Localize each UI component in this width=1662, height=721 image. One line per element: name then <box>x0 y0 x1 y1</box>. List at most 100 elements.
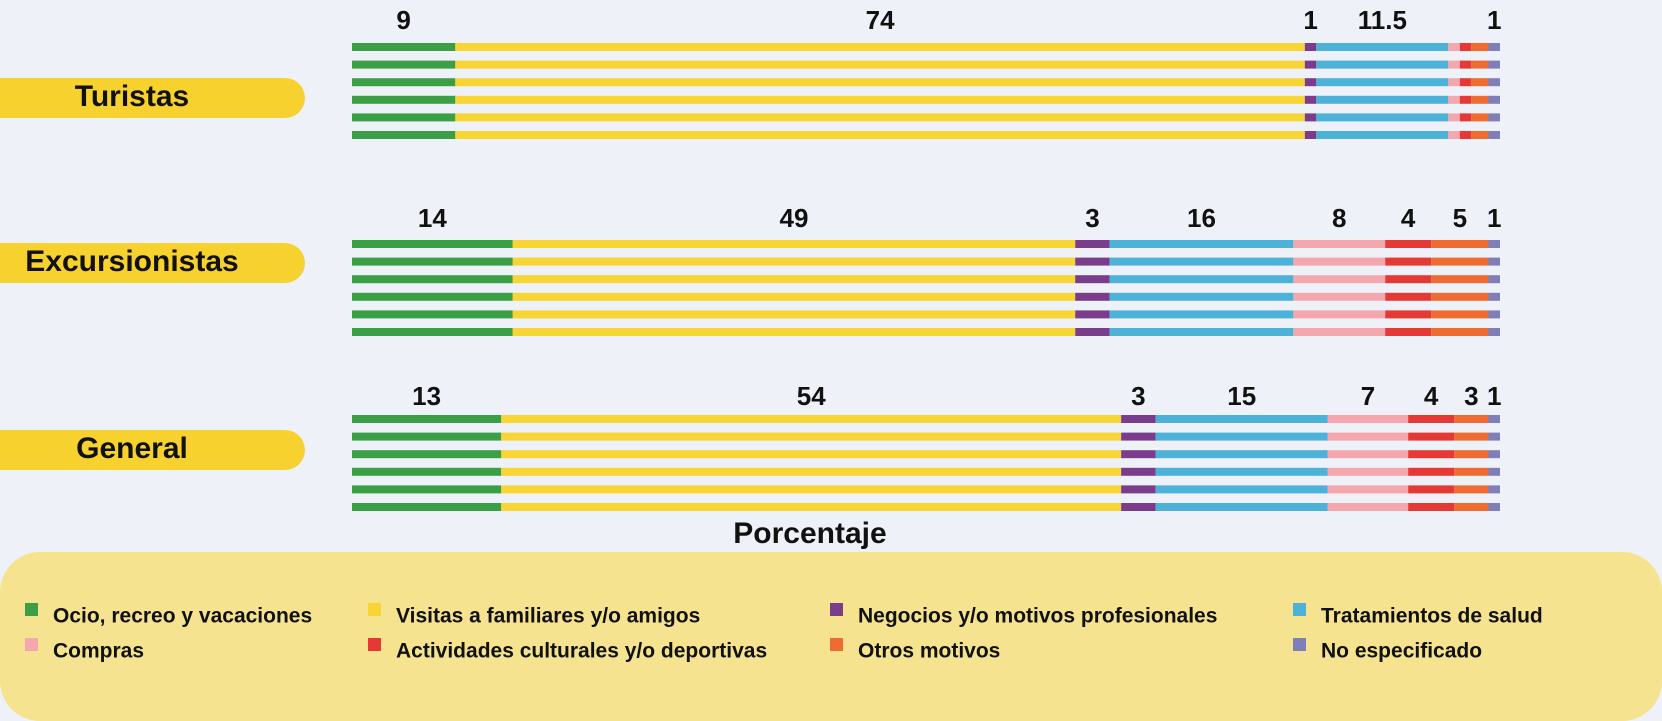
bar-stripe <box>1121 503 1156 511</box>
bar-segment <box>1304 43 1317 139</box>
bar-stripe <box>1385 328 1432 336</box>
bar-stripe <box>1316 113 1449 122</box>
value-label: 1 <box>1303 5 1317 35</box>
bar-stripe <box>352 43 456 51</box>
value-label: 11.5 <box>1358 5 1407 35</box>
bar-stripe <box>352 415 502 423</box>
bar-stripe <box>1293 240 1386 248</box>
bar-stripe <box>352 450 502 459</box>
bar-stripe <box>1454 415 1489 423</box>
value-label: 3 <box>1131 381 1145 411</box>
bar-stripe <box>1385 292 1432 301</box>
bar-stripe <box>1293 257 1386 266</box>
bar-segment <box>1316 43 1449 139</box>
bar-stripe <box>1459 131 1472 139</box>
bar-stripe <box>1408 485 1455 494</box>
bar-stripe <box>512 292 1076 301</box>
bar-stripe <box>1431 292 1489 301</box>
bar-stripe <box>1385 240 1432 248</box>
value-label: 4 <box>1401 203 1416 233</box>
bar-stripe <box>1155 450 1328 459</box>
bar-stripe <box>1454 503 1489 511</box>
bar-stripe <box>1304 43 1317 51</box>
bar-stripe <box>512 328 1076 336</box>
value-label: 1 <box>1487 203 1501 233</box>
value-label: 7 <box>1361 381 1375 411</box>
bar-stripe <box>512 240 1076 248</box>
bar-stripe <box>352 467 502 476</box>
bar-stripe <box>455 131 1305 139</box>
bar-stripe <box>1454 450 1489 459</box>
bar-stripe <box>1488 43 1500 51</box>
bar-stripe <box>1327 415 1409 423</box>
bar-stripe <box>1448 95 1460 104</box>
value-label: 5 <box>1453 203 1467 233</box>
bar-stripe <box>1155 432 1328 441</box>
bar-stripe <box>352 275 513 284</box>
bar-stripe <box>1471 113 1489 122</box>
bar-stripe <box>1488 78 1500 87</box>
category-pill <box>0 430 305 470</box>
bar-stripe <box>1488 275 1500 284</box>
bar-stripe <box>1448 131 1460 139</box>
bar-stripe <box>1471 43 1489 51</box>
bar-stripe <box>1471 131 1489 139</box>
bar-stripe <box>501 415 1122 423</box>
bar-stripe <box>1075 257 1110 266</box>
legend-label: Ocio, recreo y vacaciones <box>53 605 312 628</box>
category-pill <box>0 78 305 118</box>
legend-swatch <box>1293 603 1306 616</box>
bar-stripe <box>455 43 1305 51</box>
value-label: 3 <box>1464 381 1478 411</box>
bar-segment <box>1488 415 1500 511</box>
bar-stripe <box>1327 450 1409 459</box>
bar-stripe <box>1109 257 1294 266</box>
bar-stripe <box>1109 275 1294 284</box>
category-label: Turistas <box>75 80 189 113</box>
bar-segment <box>501 415 1122 511</box>
value-label: 4 <box>1424 381 1439 411</box>
bar-stripe <box>455 78 1305 87</box>
bar-stripe <box>501 467 1122 476</box>
legend-swatch <box>368 638 381 651</box>
legend-label: Actividades culturales y/o deportivas <box>396 640 767 663</box>
bar-segment <box>1155 415 1328 511</box>
bar-stripe <box>1316 60 1449 69</box>
bar-stripe <box>1155 467 1328 476</box>
bar-stripe <box>455 60 1305 69</box>
bar-stripe <box>1327 432 1409 441</box>
bar-stripe <box>1488 113 1500 122</box>
bar-segment <box>1293 240 1386 336</box>
bar-stripe <box>1454 485 1489 494</box>
bar-stripe <box>1109 292 1294 301</box>
bar-stripe <box>1293 292 1386 301</box>
bar-segment <box>1431 240 1489 336</box>
bar-stripe <box>501 503 1122 511</box>
bar-stripe <box>1316 43 1449 51</box>
legend-label: No especificado <box>1321 640 1482 663</box>
bar-stripe <box>1471 60 1489 69</box>
bar-stripe <box>1471 95 1489 104</box>
bar-stripe <box>1385 257 1432 266</box>
bar-stripe <box>1488 257 1500 266</box>
bar-stripe <box>1408 503 1455 511</box>
bar-stripe <box>1075 292 1110 301</box>
bar-stripe <box>1408 432 1455 441</box>
bar-stripe <box>1293 328 1386 336</box>
bar-stripe <box>1471 78 1489 87</box>
bar-stripe <box>512 310 1076 319</box>
bar-stripe <box>1431 275 1489 284</box>
bar-stripe <box>512 275 1076 284</box>
category-label: Excursionistas <box>25 245 238 278</box>
bar-segment <box>1385 240 1432 336</box>
bar-stripe <box>1408 450 1455 459</box>
bar-stripe <box>1488 432 1500 441</box>
legend-swatch <box>1293 638 1306 651</box>
legend-swatch <box>25 603 38 616</box>
bar-stripe <box>352 60 456 69</box>
bar-stripe <box>1109 328 1294 336</box>
bar-stripe <box>1431 328 1489 336</box>
value-label: 1 <box>1487 5 1501 35</box>
bar-stripe <box>1304 113 1317 122</box>
bar-stripe <box>1488 328 1500 336</box>
